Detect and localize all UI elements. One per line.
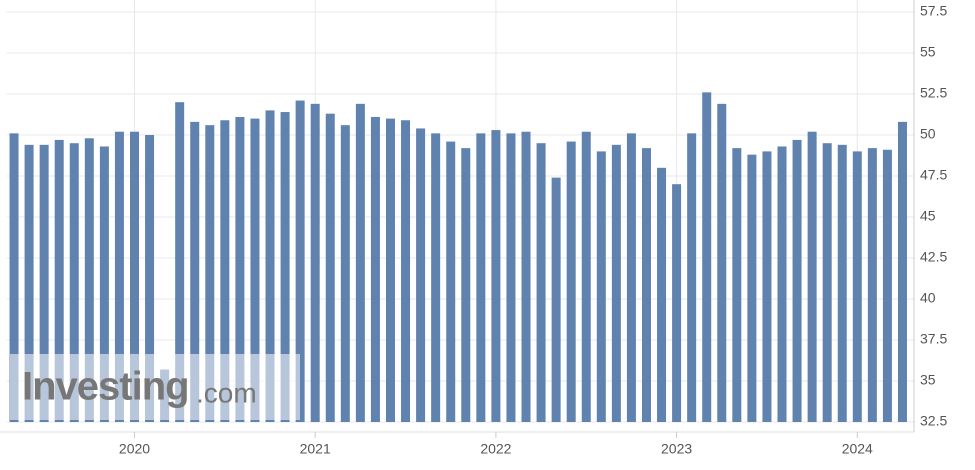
watermark-suffix: .com xyxy=(196,377,257,408)
x-tick-label: 2020 xyxy=(119,441,150,457)
y-tick-label: 32.5 xyxy=(920,413,947,429)
bar xyxy=(672,184,682,422)
y-tick-label: 47.5 xyxy=(920,167,947,183)
bar xyxy=(641,148,651,422)
x-tick-label: 2023 xyxy=(661,441,692,457)
bar xyxy=(506,133,516,423)
bar xyxy=(732,148,742,422)
y-tick-label: 52.5 xyxy=(920,85,947,101)
bar xyxy=(837,144,847,422)
bar xyxy=(265,110,275,423)
bar xyxy=(566,141,576,422)
bar xyxy=(385,118,395,422)
y-tick-label: 45 xyxy=(920,208,936,224)
bar xyxy=(84,138,94,422)
bar xyxy=(54,139,64,423)
bar xyxy=(521,131,531,422)
bar xyxy=(9,133,19,423)
y-tick-label: 57.5 xyxy=(920,3,947,19)
bar xyxy=(370,116,380,423)
bar xyxy=(431,133,441,423)
bar xyxy=(340,125,350,422)
x-tick-label: 2022 xyxy=(480,441,511,457)
bar xyxy=(897,121,907,422)
y-tick-label: 35 xyxy=(920,372,936,388)
bar xyxy=(295,100,305,422)
bar xyxy=(807,131,817,422)
bar xyxy=(867,148,877,422)
bar xyxy=(401,120,411,423)
bar xyxy=(551,177,561,422)
y-tick-label: 40 xyxy=(920,290,936,306)
bar xyxy=(687,133,697,423)
x-tick-label: 2024 xyxy=(842,441,873,457)
bar xyxy=(461,148,471,422)
bar xyxy=(114,131,124,422)
bar xyxy=(717,103,727,422)
bar xyxy=(852,151,862,422)
bar xyxy=(822,143,832,422)
bar xyxy=(190,121,200,422)
bar xyxy=(596,151,606,422)
bar xyxy=(220,120,230,423)
bar xyxy=(310,103,320,422)
bar xyxy=(777,146,787,423)
bar xyxy=(792,139,802,423)
y-tick-label: 42.5 xyxy=(920,249,947,265)
y-tick-label: 55 xyxy=(920,44,936,60)
bar xyxy=(476,133,486,423)
bar xyxy=(611,144,621,422)
x-tick-label: 2021 xyxy=(300,441,331,457)
bar xyxy=(882,149,892,422)
watermark-box xyxy=(10,354,300,420)
bar xyxy=(491,130,501,422)
y-tick-label: 37.5 xyxy=(920,331,947,347)
bar xyxy=(99,146,109,423)
bar xyxy=(175,102,185,422)
bar xyxy=(355,103,365,422)
bar xyxy=(250,118,260,422)
bar xyxy=(536,143,546,422)
bar xyxy=(747,154,757,422)
bar xyxy=(626,133,636,423)
bar xyxy=(416,128,426,422)
bar xyxy=(235,116,245,423)
bar xyxy=(657,167,667,422)
watermark-brand: Investing xyxy=(22,365,189,409)
bar xyxy=(39,144,49,422)
bar xyxy=(446,141,456,422)
bar xyxy=(205,125,215,422)
bar xyxy=(581,131,591,422)
watermark: Investing .com xyxy=(10,354,300,420)
bar xyxy=(325,113,335,423)
bar xyxy=(762,151,772,422)
plot-area: 32.5 35 37.5 40 42.5 45 47.5 50 52.5 55 57.5 2020 20… xyxy=(0,0,947,457)
bar xyxy=(129,131,139,422)
bar xyxy=(702,92,712,423)
y-tick-label: 50 xyxy=(920,126,936,142)
bar xyxy=(280,112,290,422)
bar xyxy=(145,135,155,422)
bar xyxy=(24,144,34,422)
bar xyxy=(69,143,79,422)
